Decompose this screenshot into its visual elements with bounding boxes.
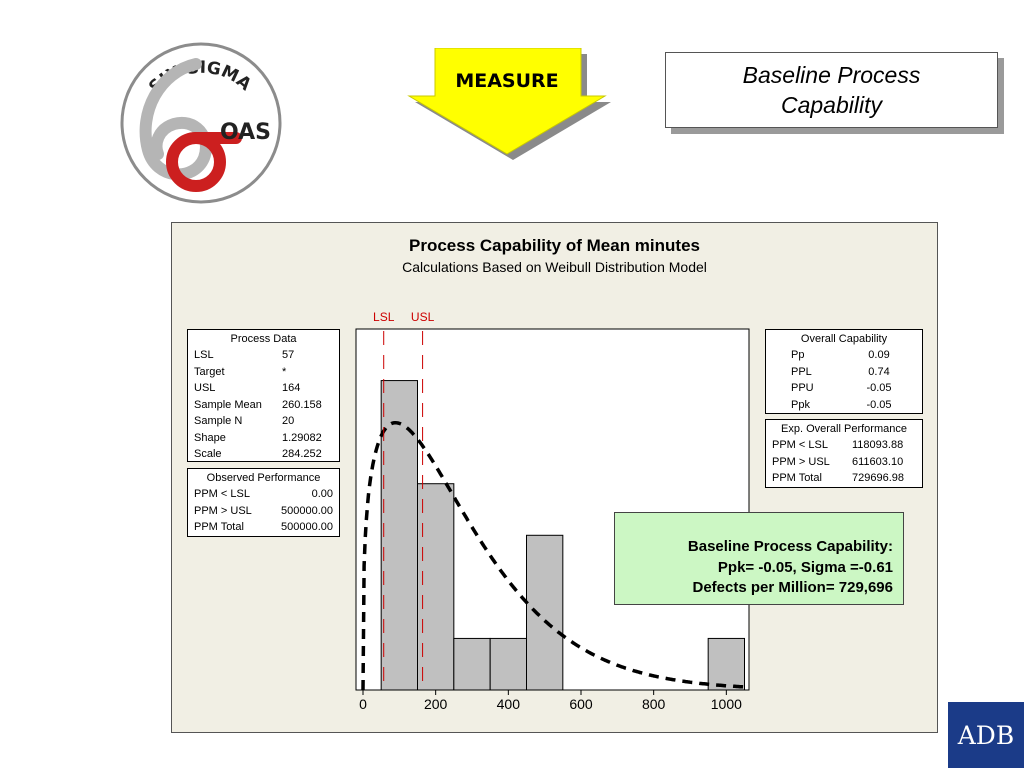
row-value: 0.00 bbox=[311, 488, 333, 500]
table-row: Sample Mean 260.158 bbox=[194, 397, 333, 414]
table-row: Sample N 20 bbox=[194, 413, 333, 430]
table-row: PPM Total 500000.00 bbox=[194, 519, 333, 536]
table-row: Scale 284.252 bbox=[194, 446, 333, 463]
row-value: 57 bbox=[282, 349, 295, 361]
histogram-plot: LSL USL 0 200 400 600 800 1000 bbox=[355, 310, 750, 712]
weibull-fit-curve bbox=[361, 420, 749, 691]
row-label: PPM Total bbox=[772, 472, 822, 484]
row-value: 611603.10 bbox=[852, 455, 904, 468]
row-label: PPM Total bbox=[194, 521, 244, 533]
table-row: PPM Total 729696.98 bbox=[772, 470, 916, 487]
process-data-table: Process Data LSL 57 Target * USL 164 Sample Me… bbox=[187, 329, 340, 462]
chart-title: Process Capability of Mean minutes bbox=[409, 236, 700, 255]
table-row: PPU -0.05 bbox=[772, 380, 916, 397]
callout-line1: Baseline Process Capability: bbox=[687, 538, 893, 555]
measure-label: MEASURE bbox=[455, 70, 559, 92]
table-row: PPM > USL 500000.00 bbox=[194, 503, 333, 520]
row-label: Target bbox=[194, 365, 225, 378]
sigma-glyph bbox=[166, 132, 242, 192]
table-row: PPM > USL 611603.10 bbox=[772, 454, 916, 471]
row-value: 0.09 bbox=[868, 349, 890, 361]
histogram-bar bbox=[707, 637, 746, 691]
row-value: 729696.98 bbox=[852, 472, 904, 484]
spec-label-lsl: LSL bbox=[373, 310, 395, 324]
histogram-bar bbox=[526, 534, 564, 691]
row-value: 500000.00 bbox=[281, 521, 333, 533]
callout-line2: Ppk= -0.05, Sigma =-0.61 bbox=[717, 558, 893, 576]
capability-chart-panel: LSL USL 0 200 400 600 800 1000 Process Capabili… bbox=[171, 222, 938, 733]
chart-subtitle: Calculations Based on Weibull Distributi… bbox=[402, 259, 707, 275]
slide-title: Baseline Process Capability bbox=[665, 52, 998, 128]
capability-summary-callout: Baseline Process Capability: Ppk= -0.05,… bbox=[614, 512, 904, 605]
row-label: Ppk bbox=[791, 398, 810, 411]
row-label: PPM < LSL bbox=[772, 439, 828, 451]
histogram-bar bbox=[380, 380, 419, 691]
adb-logo: ADB bbox=[948, 702, 1024, 768]
table-row: LSL 57 bbox=[194, 347, 333, 364]
row-value: -0.05 bbox=[866, 398, 892, 411]
table-row: USL 164 bbox=[194, 380, 333, 397]
overall-capability-table: Overall Capability Pp 0.09 PPL 0.74 PPU -0.05… bbox=[765, 329, 923, 414]
six-sigma-oas-logo: SIX SIGMA OAS bbox=[120, 42, 282, 204]
x-tick-label: 600 bbox=[569, 696, 593, 712]
row-label: LSL bbox=[194, 349, 214, 361]
row-label: Sample Mean bbox=[194, 398, 262, 411]
slide-title-line2: Capability bbox=[780, 92, 882, 118]
row-value: 1.29082 bbox=[282, 431, 322, 444]
row-label: PPM > USL bbox=[772, 455, 830, 468]
row-label: PPM > USL bbox=[194, 504, 252, 517]
table-row: PPM < LSL 118093.88 bbox=[772, 437, 916, 454]
callout-line3: Defects per Million= 729,696 bbox=[692, 579, 893, 596]
logo-brand-text: OAS bbox=[220, 120, 271, 145]
row-value: 20 bbox=[282, 415, 295, 427]
row-label: Scale bbox=[194, 448, 222, 460]
table-row: Pp 0.09 bbox=[772, 347, 916, 364]
row-value: 500000.00 bbox=[281, 504, 333, 517]
row-label: Shape bbox=[194, 431, 226, 444]
table-row: Ppk -0.05 bbox=[772, 397, 916, 414]
row-label: Pp bbox=[791, 349, 805, 361]
x-tick-label: 800 bbox=[642, 696, 666, 712]
overall-capability-title: Overall Capability bbox=[800, 333, 888, 345]
measure-phase-arrow bbox=[407, 48, 611, 160]
x-tick-label: 1000 bbox=[711, 696, 742, 712]
observed-performance-table: Observed Performance PPM < LSL 0.00 PPM > … bbox=[187, 468, 340, 537]
row-value: * bbox=[282, 365, 287, 378]
row-label: PPL bbox=[791, 365, 812, 378]
row-label: Sample N bbox=[194, 415, 243, 427]
expected-performance-title: Exp. Overall Performance bbox=[781, 423, 907, 435]
table-row: PPM < LSL 0.00 bbox=[194, 486, 333, 503]
row-value: 260.158 bbox=[282, 398, 322, 411]
x-tick-label: 200 bbox=[424, 696, 448, 712]
x-tick-label: 400 bbox=[497, 696, 521, 712]
row-label: PPM < LSL bbox=[194, 488, 250, 500]
row-value: 284.252 bbox=[282, 448, 322, 460]
table-row: Shape 1.29082 bbox=[194, 430, 333, 447]
row-label: PPU bbox=[791, 382, 814, 394]
six-glyph bbox=[139, 58, 212, 181]
row-label: USL bbox=[194, 382, 216, 394]
histogram-bar bbox=[489, 637, 527, 691]
table-row: Target * bbox=[194, 364, 333, 381]
slide-title-line1: Baseline Process bbox=[742, 62, 921, 88]
row-value: 0.74 bbox=[868, 365, 890, 378]
histogram-bar bbox=[453, 637, 491, 691]
histogram-bar bbox=[417, 483, 455, 691]
observed-performance-title: Observed Performance bbox=[206, 472, 321, 484]
spec-label-usl: USL bbox=[411, 310, 435, 324]
row-value: 118093.88 bbox=[852, 439, 904, 451]
row-value: 164 bbox=[282, 382, 301, 394]
row-value: -0.05 bbox=[866, 382, 892, 394]
process-data-title: Process Data bbox=[230, 333, 297, 345]
x-tick-label: 0 bbox=[359, 696, 367, 712]
table-row: PPL 0.74 bbox=[772, 364, 916, 381]
expected-performance-table: Exp. Overall Performance PPM < LSL 118093… bbox=[765, 419, 923, 488]
